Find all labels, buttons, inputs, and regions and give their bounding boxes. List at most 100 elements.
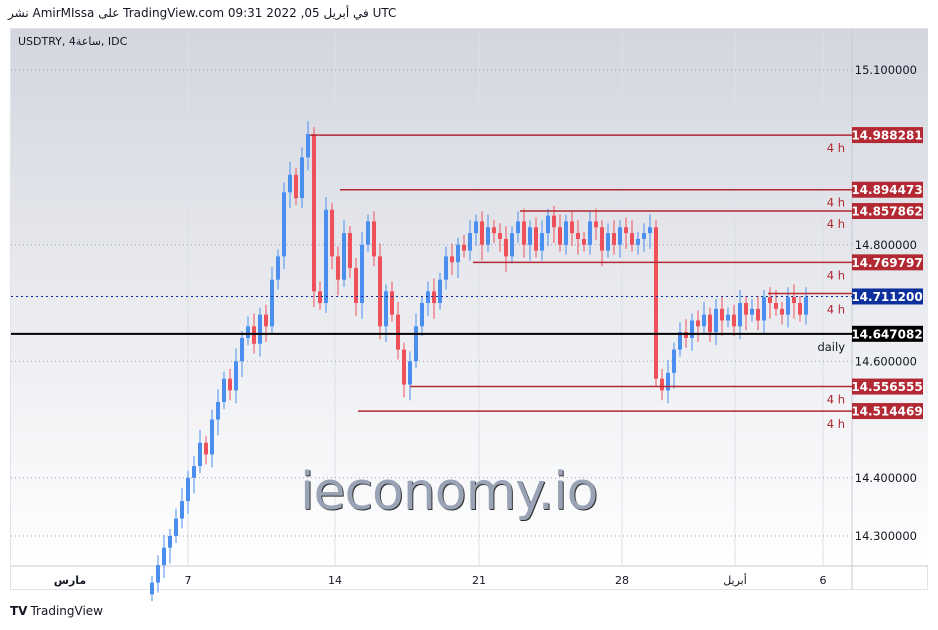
x-tick-label: أبريل <box>723 573 747 587</box>
candle-body <box>240 337 244 362</box>
price-tag-label: 14.769797 <box>851 256 922 270</box>
candle-body <box>186 477 190 502</box>
candle-body <box>462 244 466 251</box>
candle-body <box>456 244 460 263</box>
candle-body <box>792 297 796 303</box>
candle-body <box>522 221 526 245</box>
candle-body <box>432 291 436 303</box>
candle-body <box>588 221 592 245</box>
candle-body <box>444 256 448 280</box>
candle-body <box>612 233 616 245</box>
candle-body <box>666 372 670 391</box>
candle-body <box>690 320 694 338</box>
candle-body <box>390 291 394 315</box>
candle-body <box>756 308 760 321</box>
candle-body <box>606 233 610 251</box>
candle-body <box>492 227 496 234</box>
price-tag-label: 14.514469 <box>851 405 922 419</box>
candle-body <box>372 221 376 257</box>
candle-body <box>738 303 742 327</box>
tradingview-logo[interactable]: TV TradingView <box>10 604 103 618</box>
candle-body <box>498 233 502 239</box>
price-tag <box>852 378 923 395</box>
price-tag <box>852 325 923 342</box>
candle-body <box>648 227 652 234</box>
candle-body <box>210 419 214 455</box>
candle-body <box>360 244 364 303</box>
level-timeframe: 4 h <box>827 393 845 407</box>
plot-background <box>11 29 852 566</box>
x-tick-label: 14 <box>328 574 342 587</box>
ieconomy-watermark: ieconomy.io <box>300 462 598 522</box>
candle-body <box>192 466 196 478</box>
x-tick-label: مارس <box>54 574 86 587</box>
candle-body <box>174 518 178 536</box>
candle-body <box>714 308 718 333</box>
candle-body <box>348 233 352 269</box>
candle-body <box>306 134 310 158</box>
candle-body <box>678 332 682 350</box>
price-tag-label: 14.857862 <box>851 205 922 219</box>
candle-body <box>720 308 724 321</box>
candle-body <box>426 291 430 303</box>
price-tag-label: 14.988281 <box>851 129 922 143</box>
candle-body <box>408 361 412 385</box>
candle-body <box>672 349 676 373</box>
candle-body <box>354 268 358 303</box>
price-tag <box>852 127 923 144</box>
candle-body <box>624 227 628 234</box>
price-tag-label: 14.894473 <box>851 183 922 197</box>
candle-body <box>414 326 418 362</box>
candle-body <box>420 303 424 327</box>
candle-body <box>744 303 748 315</box>
candle-body <box>702 314 706 327</box>
candle-body <box>156 565 160 583</box>
level-timeframe: 4 h <box>827 302 845 316</box>
price-tag-label: 14.556555 <box>851 380 922 394</box>
candle-body <box>798 303 802 315</box>
candle-body <box>228 378 232 391</box>
price-tag <box>852 254 923 271</box>
candle-body <box>282 192 286 257</box>
candle-body <box>276 256 280 280</box>
candle-body <box>216 402 220 420</box>
y-tick-label: 14.800000 <box>855 238 917 252</box>
candle-body <box>198 442 202 467</box>
candle-body <box>774 303 778 309</box>
candle-body <box>696 320 700 327</box>
candle-body <box>552 215 556 228</box>
candle-body <box>636 238 640 245</box>
candle-body <box>336 256 340 280</box>
x-tick-label: 6 <box>820 574 827 587</box>
candle-body <box>396 314 400 350</box>
y-tick-label: 14.300000 <box>855 529 917 543</box>
candle-body <box>600 227 604 251</box>
candle-body <box>582 238 586 245</box>
candle-body <box>570 221 574 234</box>
candle-body <box>234 361 238 391</box>
y-tick-label: 14.400000 <box>855 471 917 485</box>
price-tag <box>852 181 923 198</box>
y-tick-label: 15.100000 <box>855 63 917 77</box>
candle-body <box>270 279 274 327</box>
candle-body <box>630 233 634 245</box>
price-tag <box>852 288 923 305</box>
candle-body <box>204 442 208 455</box>
candle-body <box>660 378 664 391</box>
candle-body <box>474 221 478 234</box>
price-tag <box>852 203 923 220</box>
tv-logo-icon: TV <box>10 604 28 618</box>
candle-body <box>564 221 568 245</box>
candle-body <box>732 314 736 327</box>
candle-body <box>534 227 538 251</box>
y-tick-label: 14.600000 <box>855 354 917 368</box>
candle-body <box>594 221 598 228</box>
candle-body <box>366 221 370 245</box>
candle-body <box>780 308 784 315</box>
price-tag-label: 14.711200 <box>851 290 922 304</box>
publish-header: نشر AmirMIssa على TradingView.com 09:31 … <box>8 6 397 20</box>
candle-body <box>438 279 442 303</box>
candle-body <box>318 291 322 303</box>
candle-body <box>324 209 328 303</box>
